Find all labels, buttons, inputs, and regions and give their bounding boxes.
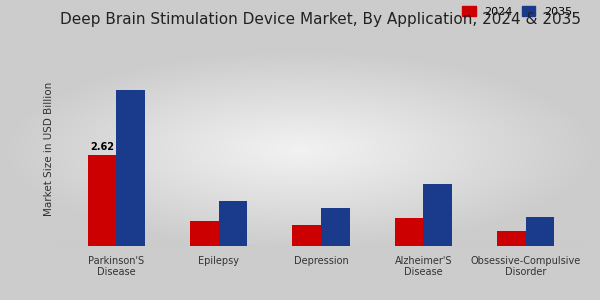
Bar (526, 217, 554, 246)
Bar (116, 90, 145, 246)
Y-axis label: Market Size in USD Billion: Market Size in USD Billion (44, 81, 55, 216)
Text: 2.62: 2.62 (90, 142, 114, 152)
Bar (424, 184, 452, 246)
Bar (218, 201, 247, 246)
Bar (321, 208, 350, 246)
Text: Deep Brain Stimulation Device Market, By Application, 2024 & 2035: Deep Brain Stimulation Device Market, By… (60, 12, 581, 27)
Bar (88, 155, 116, 246)
Legend: 2024, 2035: 2024, 2035 (458, 2, 577, 21)
Bar (292, 225, 321, 246)
Bar (497, 231, 526, 246)
Bar (395, 218, 424, 246)
Bar (190, 221, 218, 246)
